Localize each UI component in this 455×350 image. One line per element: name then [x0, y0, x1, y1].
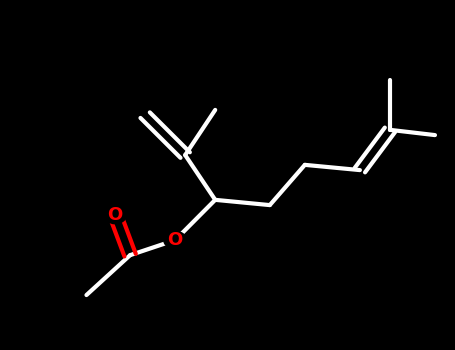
Circle shape: [164, 231, 187, 249]
Text: O: O: [167, 231, 183, 249]
Text: O: O: [107, 206, 123, 224]
Circle shape: [104, 206, 126, 224]
